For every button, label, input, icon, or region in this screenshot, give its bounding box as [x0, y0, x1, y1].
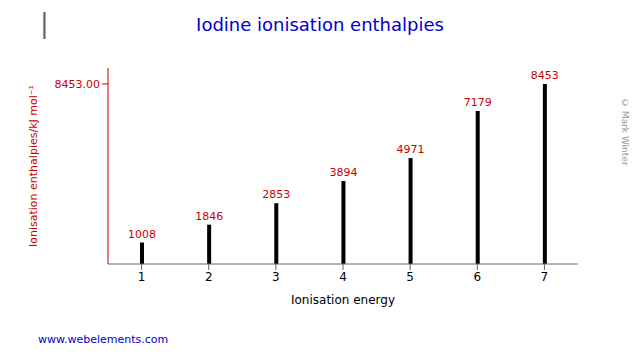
svg-text:5: 5 — [406, 270, 414, 284]
svg-text:2853: 2853 — [262, 188, 290, 201]
svg-text:7179: 7179 — [464, 96, 492, 109]
svg-text:2: 2 — [205, 270, 213, 284]
svg-text:1: 1 — [138, 270, 146, 284]
svg-text:Ionisation enthalpies/kJ mol⁻¹: Ionisation enthalpies/kJ mol⁻¹ — [27, 85, 40, 247]
svg-text:4: 4 — [339, 270, 347, 284]
svg-text:Ionisation energy: Ionisation energy — [291, 293, 395, 307]
html-text:Iodine ionisation enthalpies: Iodine ionisation enthalpies — [196, 14, 444, 35]
svg-text:1008: 1008 — [128, 228, 156, 241]
svg-text:8453.00: 8453.00 — [55, 78, 101, 91]
svg-text:4971: 4971 — [397, 143, 425, 156]
svg-text:3894: 3894 — [329, 166, 357, 179]
svg-text:3: 3 — [272, 270, 280, 284]
svg-text:8453: 8453 — [531, 69, 559, 82]
html-text:© Mark Winter: © Mark Winter — [620, 98, 630, 166]
html-text:www.webelements.com: www.webelements.com — [38, 333, 169, 346]
svg-text:7: 7 — [541, 270, 549, 284]
svg-text:6: 6 — [473, 270, 481, 284]
svg-text:1846: 1846 — [195, 210, 223, 223]
